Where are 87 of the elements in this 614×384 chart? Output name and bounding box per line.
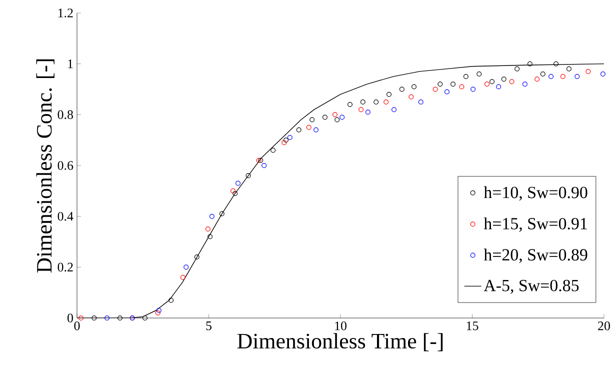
x-tick-label: 10 [335,322,346,330]
point [408,94,414,100]
point [476,72,482,76]
point [444,89,450,94]
point [117,316,122,320]
point [180,274,186,280]
point [209,214,214,219]
point [496,84,502,90]
point [334,117,340,122]
point [236,180,240,186]
point [310,117,315,122]
y-tick-label: 0.4 [58,212,74,221]
point [306,124,312,130]
point [600,72,606,76]
y-tick-label: 0.8 [58,110,73,120]
point [384,99,389,104]
point [566,66,572,72]
point [155,310,160,316]
point [586,68,591,74]
point [168,298,174,303]
point [534,76,540,82]
point [232,190,238,196]
point [340,114,345,120]
point [386,92,392,97]
y-axis-title: Dimensionless Conc. [-] [36,59,54,273]
point [484,82,490,87]
point [287,135,292,140]
point [438,82,443,87]
x-tick-label: 5 [206,322,212,330]
x-tick-label: 0 [74,322,80,330]
point [360,99,366,104]
point [399,86,404,92]
x-tick-label: 15 [466,322,478,330]
point [540,72,546,76]
point [219,211,224,216]
point [347,102,352,107]
legend-label: h=10, Sw=0.90 [484,186,588,201]
point [230,188,236,194]
point [501,76,506,82]
point [208,234,213,240]
point [156,308,162,313]
legend-label: A-5, Sw=0.85 [484,280,579,294]
point [412,84,417,90]
point [262,163,267,168]
y-tick-label: 0 [68,314,73,322]
point [574,74,580,80]
y-tick-label: 1 [68,60,73,68]
point [459,84,464,90]
point [374,99,379,104]
point [184,264,189,270]
point [463,74,468,80]
point [514,66,520,72]
point [527,61,532,66]
point [246,173,251,178]
point [418,99,424,104]
point [92,316,97,320]
point [450,82,456,87]
point [78,316,84,320]
point [104,316,110,320]
point [522,82,528,87]
point [358,107,364,112]
point [283,138,288,143]
point [432,86,438,92]
point [270,148,276,153]
point [282,140,287,146]
point [314,127,318,132]
legend-label: h=15, Sw=0.91 [484,217,587,232]
y-tick-label: 0.6 [58,161,74,170]
point [296,127,302,132]
point [554,61,559,66]
point [322,114,328,120]
y-tick-label: 1.2 [58,8,73,18]
point [332,112,338,118]
point [205,226,210,232]
point [548,74,554,80]
point [560,74,566,80]
x-axis-title: Dimensionless Time [-] [237,333,443,352]
point [365,110,370,115]
point [142,316,148,320]
point [490,79,495,84]
y-tick-label: 0.2 [58,262,73,272]
point [470,86,476,92]
legend-label: h=20, Sw=0.89 [484,248,588,264]
point [194,254,200,260]
point [509,79,514,84]
x-tick-label: 20 [598,322,610,330]
point [392,107,396,112]
